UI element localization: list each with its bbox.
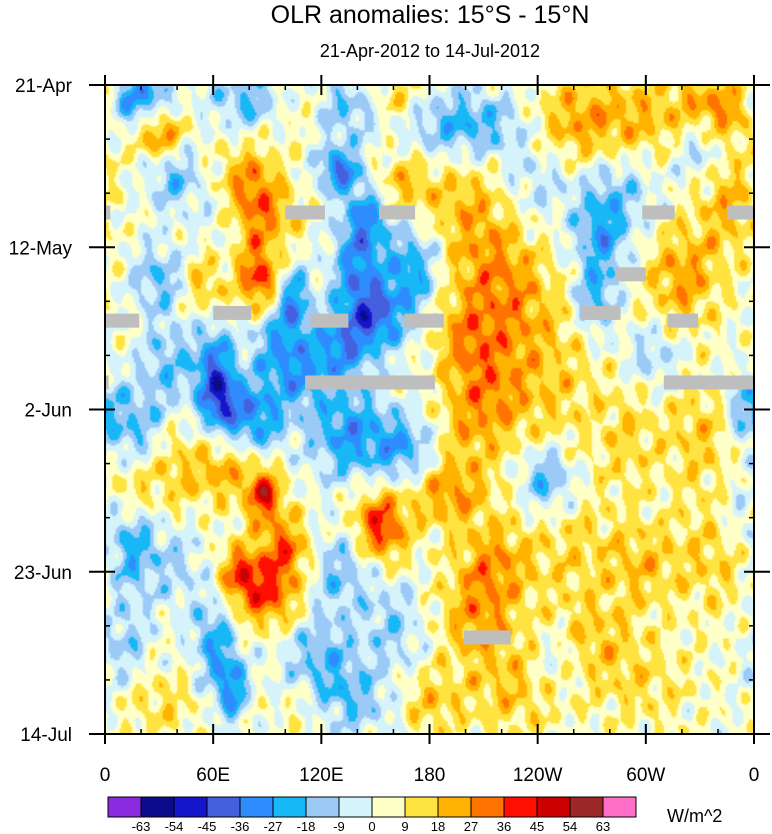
colorbar-level-label: -54 <box>165 819 184 834</box>
colorbar-swatch <box>173 796 208 818</box>
colorbar-swatch <box>305 796 340 818</box>
y-tick-label: 12-May <box>9 238 73 259</box>
colorbar-level-label: 9 <box>401 819 408 834</box>
colorbar-swatch <box>602 796 637 818</box>
missing-data-bar <box>379 205 416 220</box>
colorbar-swatch <box>272 796 307 818</box>
missing-data-bar <box>105 313 140 328</box>
missing-data-bar <box>305 375 435 390</box>
chart-title: OLR anomalies: 15°S - 15°N <box>271 1 590 29</box>
colorbar-level-label: -18 <box>297 819 316 834</box>
y-axis: 21-Apr 12-May 2-Jun 23-Jun 14-Jul <box>9 76 770 746</box>
colorbar-level-label: 45 <box>530 819 544 834</box>
missing-data-bar <box>726 205 754 220</box>
colorbar: -63 -54 -45 -36 -27 -18 -9 0 9 18 27 36 45 54 63 <box>107 796 637 834</box>
missing-data-bar <box>213 305 252 320</box>
missing-data-bar <box>580 305 621 320</box>
colorbar-swatch <box>206 796 241 818</box>
missing-data-bar <box>285 205 325 220</box>
x-tick-label: 180 <box>414 765 446 786</box>
colorbar-swatch <box>470 796 505 818</box>
colorbar-swatch <box>536 796 571 818</box>
colorbar-level-label: 54 <box>563 819 577 834</box>
x-tick-label: 120W <box>513 765 563 786</box>
chart-subtitle: 21-Apr-2012 to 14-Jul-2012 <box>320 41 540 61</box>
colorbar-level-label: 18 <box>431 819 445 834</box>
colorbar-level-label: 27 <box>464 819 478 834</box>
colorbar-swatch <box>239 796 274 818</box>
colorbar-swatch <box>503 796 538 818</box>
colorbar-swatch <box>338 796 373 818</box>
missing-data-bar <box>663 375 754 390</box>
x-tick-label: 0 <box>749 765 760 786</box>
colorbar-swatch <box>371 796 406 818</box>
y-tick-label: 21-Apr <box>15 76 73 97</box>
x-axis: 0 60E 120E 180 120W 60W 0 <box>100 75 760 786</box>
colorbar-swatch <box>437 796 472 818</box>
colorbar-swatch <box>404 796 439 818</box>
colorbar-level-label: 63 <box>596 819 610 834</box>
colorbar-level-label: 0 <box>368 819 375 834</box>
missing-data-bar <box>667 313 699 328</box>
x-tick-label: 0 <box>100 765 111 786</box>
y-tick-label: 23-Jun <box>14 563 72 584</box>
colorbar-level-label: -9 <box>333 819 345 834</box>
anomaly-heatmap <box>105 85 754 734</box>
colorbar-swatch <box>569 796 604 818</box>
x-tick-label: 120E <box>299 765 343 786</box>
missing-data-bar <box>642 205 675 220</box>
missing-data-bar <box>615 267 646 282</box>
colorbar-level-label: -36 <box>231 819 250 834</box>
colorbar-level-label: -63 <box>132 819 151 834</box>
missing-data-bar <box>105 205 111 220</box>
missing-data-bar <box>310 313 349 328</box>
colorbar-units-label: W/m^2 <box>667 806 722 826</box>
missing-data-bar <box>463 630 511 645</box>
y-tick-label: 2-Jun <box>24 401 72 422</box>
x-tick-label: 60E <box>196 765 230 786</box>
colorbar-level-label: -45 <box>198 819 217 834</box>
missing-data-layer <box>105 205 754 645</box>
colorbar-swatch <box>107 796 142 818</box>
colorbar-level-label: -27 <box>264 819 283 834</box>
colorbar-swatch <box>140 796 175 818</box>
y-tick-label: 14-Jul <box>20 725 72 746</box>
missing-data-bar <box>404 313 444 328</box>
x-tick-label: 60W <box>626 765 665 786</box>
plot-area <box>104 84 755 735</box>
missing-data-bar <box>105 375 109 390</box>
colorbar-level-label: 36 <box>497 819 511 834</box>
